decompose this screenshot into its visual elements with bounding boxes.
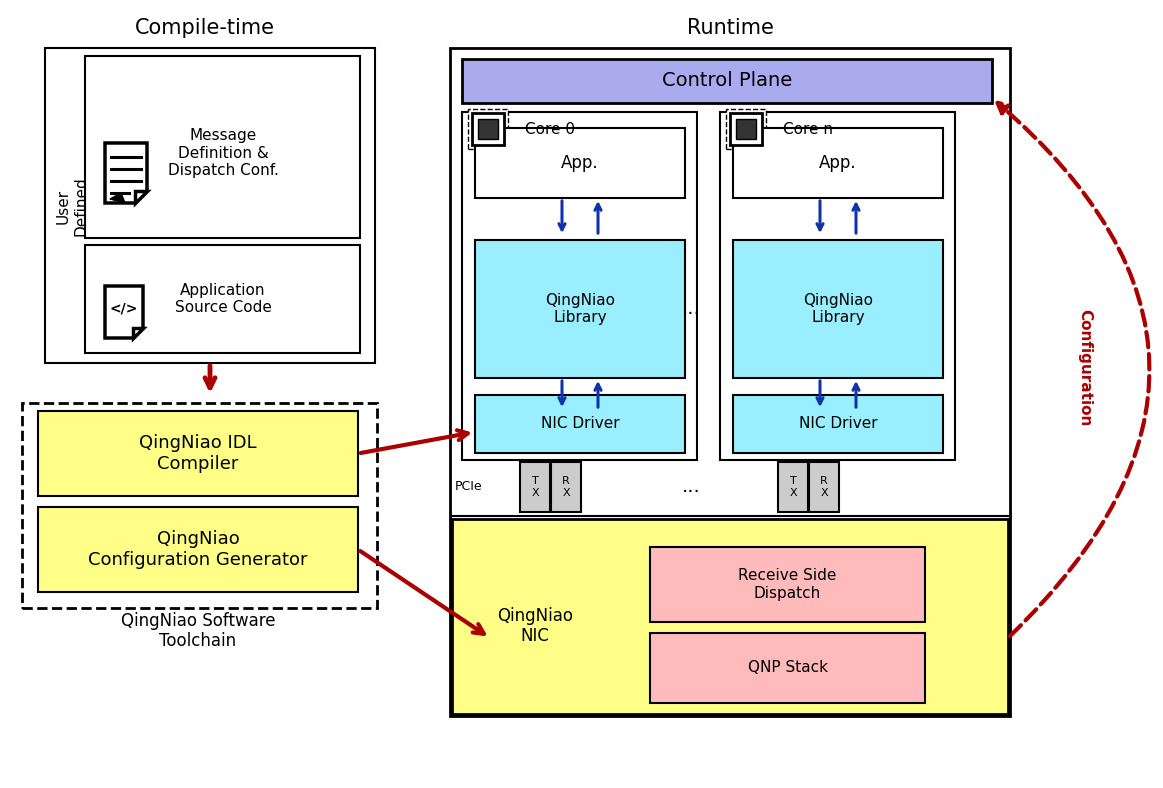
Text: QingNiao
Configuration Generator: QingNiao Configuration Generator xyxy=(88,530,308,569)
Text: R
X: R X xyxy=(562,476,570,498)
Text: Message
Definition &
Dispatch Conf.: Message Definition & Dispatch Conf. xyxy=(167,128,278,178)
Text: Core 0: Core 0 xyxy=(525,121,575,136)
Text: NIC Driver: NIC Driver xyxy=(541,417,620,432)
FancyArrowPatch shape xyxy=(998,103,1149,636)
Bar xyxy=(520,462,550,512)
Bar xyxy=(778,462,808,512)
Text: </>: </> xyxy=(109,302,138,316)
Text: User
Defined: User Defined xyxy=(56,177,88,236)
Bar xyxy=(475,128,685,198)
Polygon shape xyxy=(110,193,124,203)
Text: NIC Driver: NIC Driver xyxy=(799,417,877,432)
Bar xyxy=(475,395,685,453)
Polygon shape xyxy=(105,143,147,203)
Text: Receive Side
Dispatch: Receive Side Dispatch xyxy=(739,568,836,600)
Bar xyxy=(726,109,766,149)
Text: QingNiao
NIC: QingNiao NIC xyxy=(497,607,573,645)
Bar xyxy=(38,411,358,496)
Bar xyxy=(478,119,498,139)
Text: QingNiao Software
Toolchain: QingNiao Software Toolchain xyxy=(121,611,276,650)
Polygon shape xyxy=(105,286,143,338)
Bar xyxy=(720,112,955,460)
Text: ...: ... xyxy=(682,478,700,496)
Bar xyxy=(462,112,697,460)
Bar xyxy=(85,56,361,238)
Bar xyxy=(650,547,925,622)
Text: App.: App. xyxy=(819,154,857,172)
Text: QingNiao
Library: QingNiao Library xyxy=(802,293,873,325)
Bar xyxy=(551,462,582,512)
Bar xyxy=(468,109,508,149)
Bar xyxy=(733,240,943,378)
Bar xyxy=(650,633,925,703)
Text: Runtime: Runtime xyxy=(686,18,773,38)
Bar xyxy=(472,113,504,145)
Bar xyxy=(475,240,685,378)
Text: ...: ... xyxy=(682,299,700,318)
Polygon shape xyxy=(135,191,147,203)
Bar xyxy=(462,59,992,103)
Bar xyxy=(730,113,762,145)
Bar xyxy=(22,403,377,608)
Text: Compile-time: Compile-time xyxy=(135,18,274,38)
Text: QingNiao IDL
Compiler: QingNiao IDL Compiler xyxy=(140,434,257,473)
Text: Core n: Core n xyxy=(783,121,833,136)
Text: Application
Source Code: Application Source Code xyxy=(174,283,271,315)
Text: PCIe: PCIe xyxy=(455,481,481,493)
Bar xyxy=(733,128,943,198)
Text: R
X: R X xyxy=(820,476,828,498)
Text: QingNiao
Library: QingNiao Library xyxy=(545,293,615,325)
Bar xyxy=(736,119,756,139)
Bar xyxy=(809,462,839,512)
Text: App.: App. xyxy=(562,154,599,172)
Bar xyxy=(45,48,374,363)
Text: Control Plane: Control Plane xyxy=(662,72,792,91)
Bar xyxy=(38,507,358,592)
Text: T
X: T X xyxy=(531,476,538,498)
Text: T
X: T X xyxy=(790,476,797,498)
Bar xyxy=(452,519,1008,714)
Text: QNP Stack: QNP Stack xyxy=(748,660,828,675)
Polygon shape xyxy=(133,328,143,338)
Bar xyxy=(450,48,1009,716)
Bar xyxy=(733,395,943,453)
Bar xyxy=(85,245,361,353)
Text: Configuration: Configuration xyxy=(1077,310,1092,426)
